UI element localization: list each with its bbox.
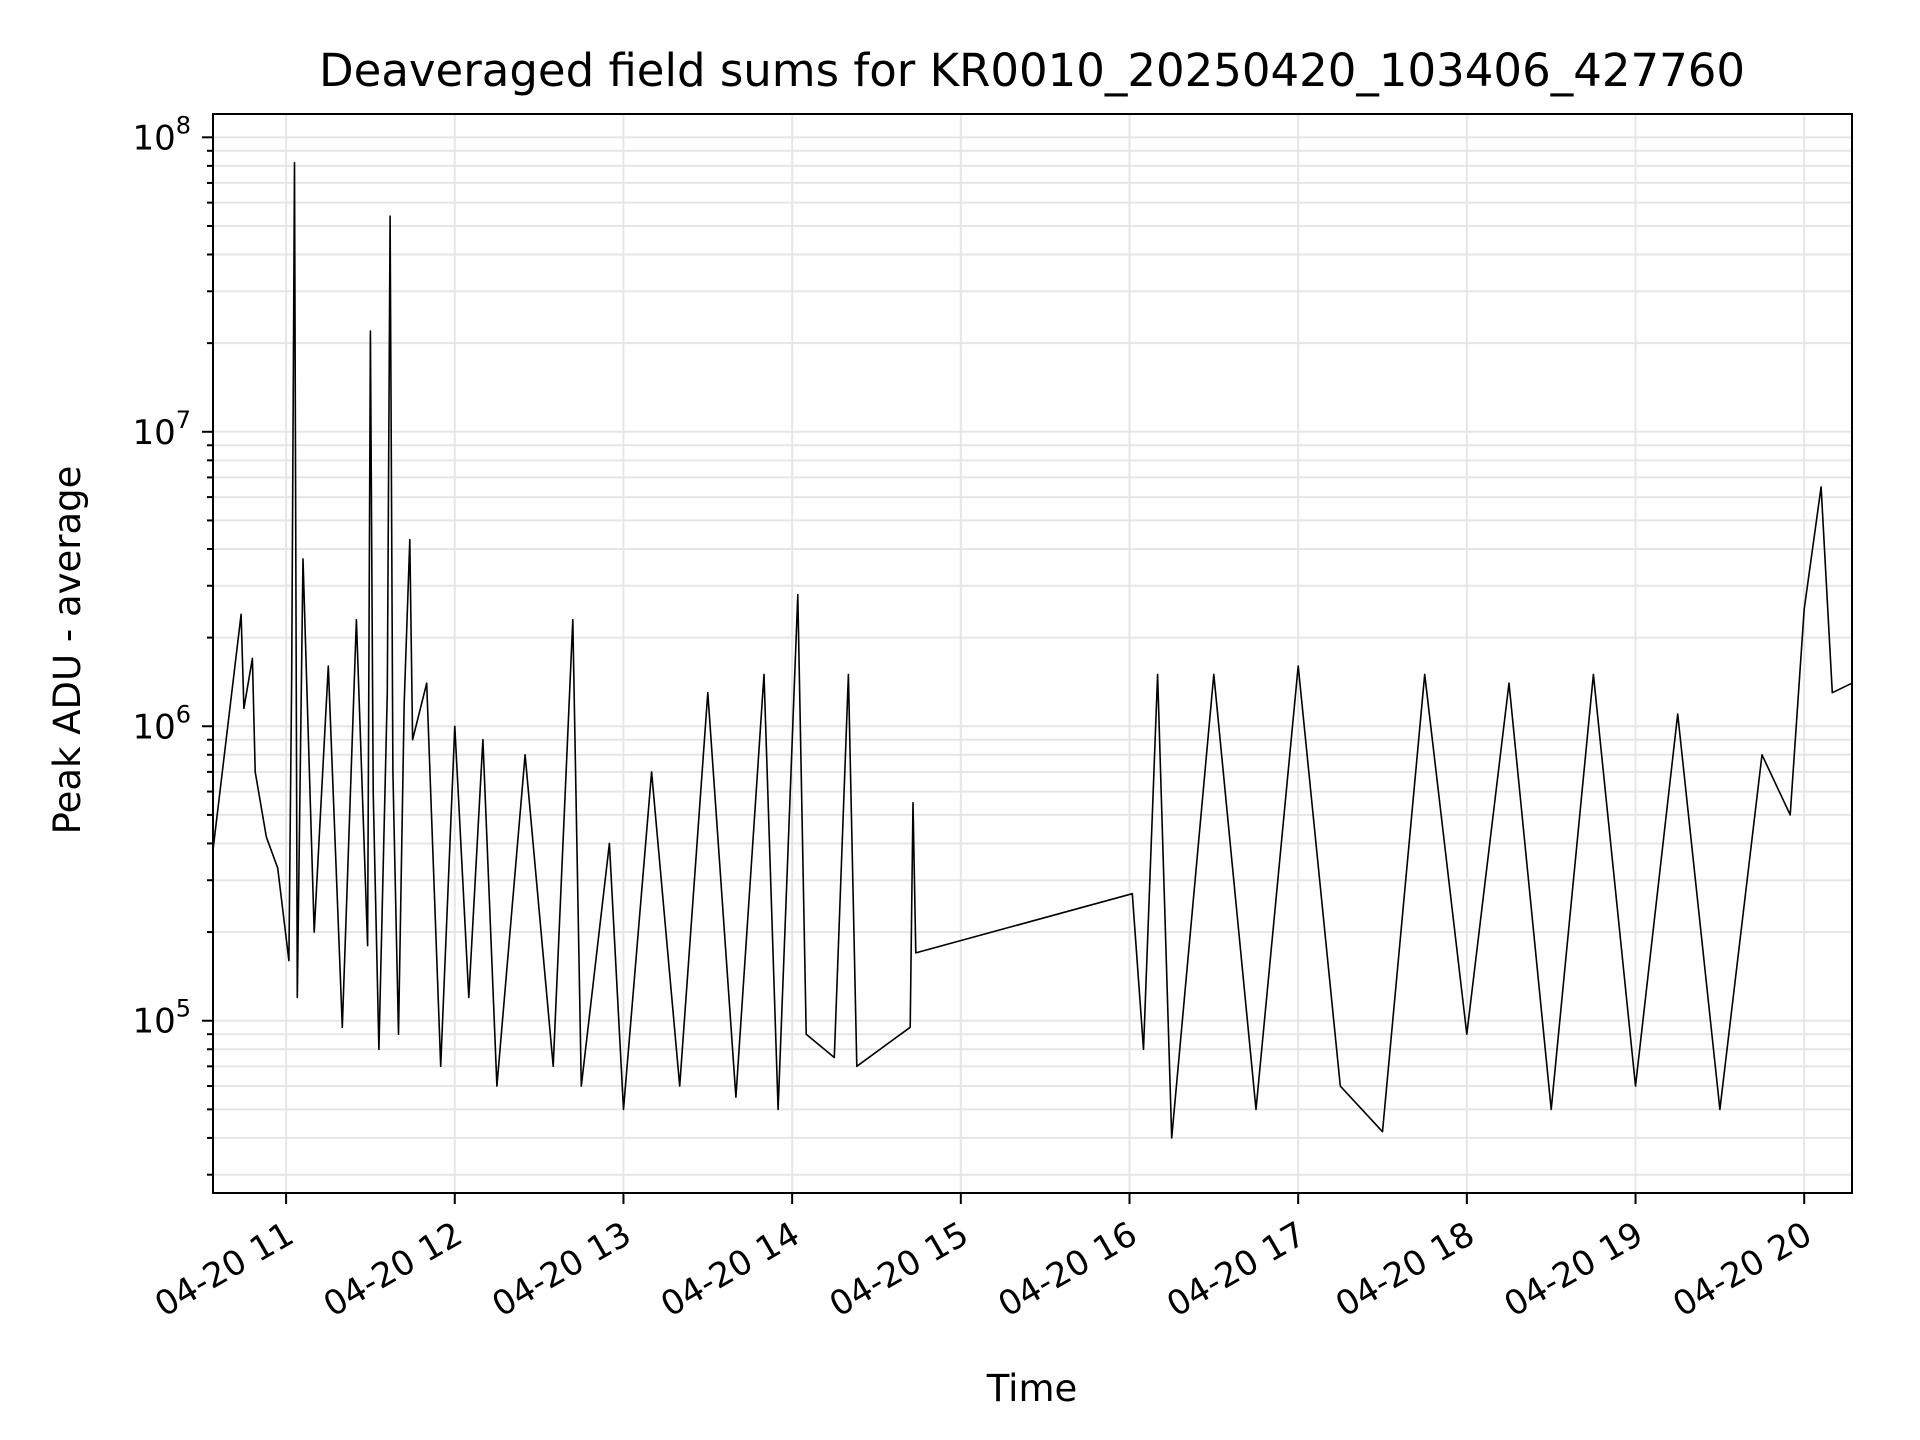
chart-title: Deaveraged field sums for KR0010_2025042… bbox=[319, 44, 1745, 97]
y-tick-base: 10 bbox=[132, 1002, 175, 1042]
y-axis-label: Peak ADU - average bbox=[46, 466, 89, 835]
y-tick-label: 105 bbox=[132, 995, 191, 1042]
series-line bbox=[212, 161, 1853, 1139]
grid-layer bbox=[213, 114, 1852, 1193]
y-tick-base: 10 bbox=[132, 118, 175, 158]
y-tick-exponent: 8 bbox=[176, 111, 191, 139]
y-tick-exponent: 5 bbox=[176, 995, 191, 1023]
x-axis-label: Time bbox=[986, 1367, 1078, 1410]
data-layer bbox=[212, 161, 1853, 1139]
y-tick-label: 107 bbox=[132, 406, 191, 453]
y-tick-base: 10 bbox=[132, 707, 175, 747]
axes-frame bbox=[212, 113, 1853, 1194]
y-tick-base: 10 bbox=[132, 413, 175, 453]
y-tick-exponent: 7 bbox=[176, 406, 191, 434]
y-tick-label: 108 bbox=[132, 111, 191, 158]
y-tick-exponent: 6 bbox=[176, 700, 191, 728]
y-tick-label: 106 bbox=[132, 700, 191, 747]
